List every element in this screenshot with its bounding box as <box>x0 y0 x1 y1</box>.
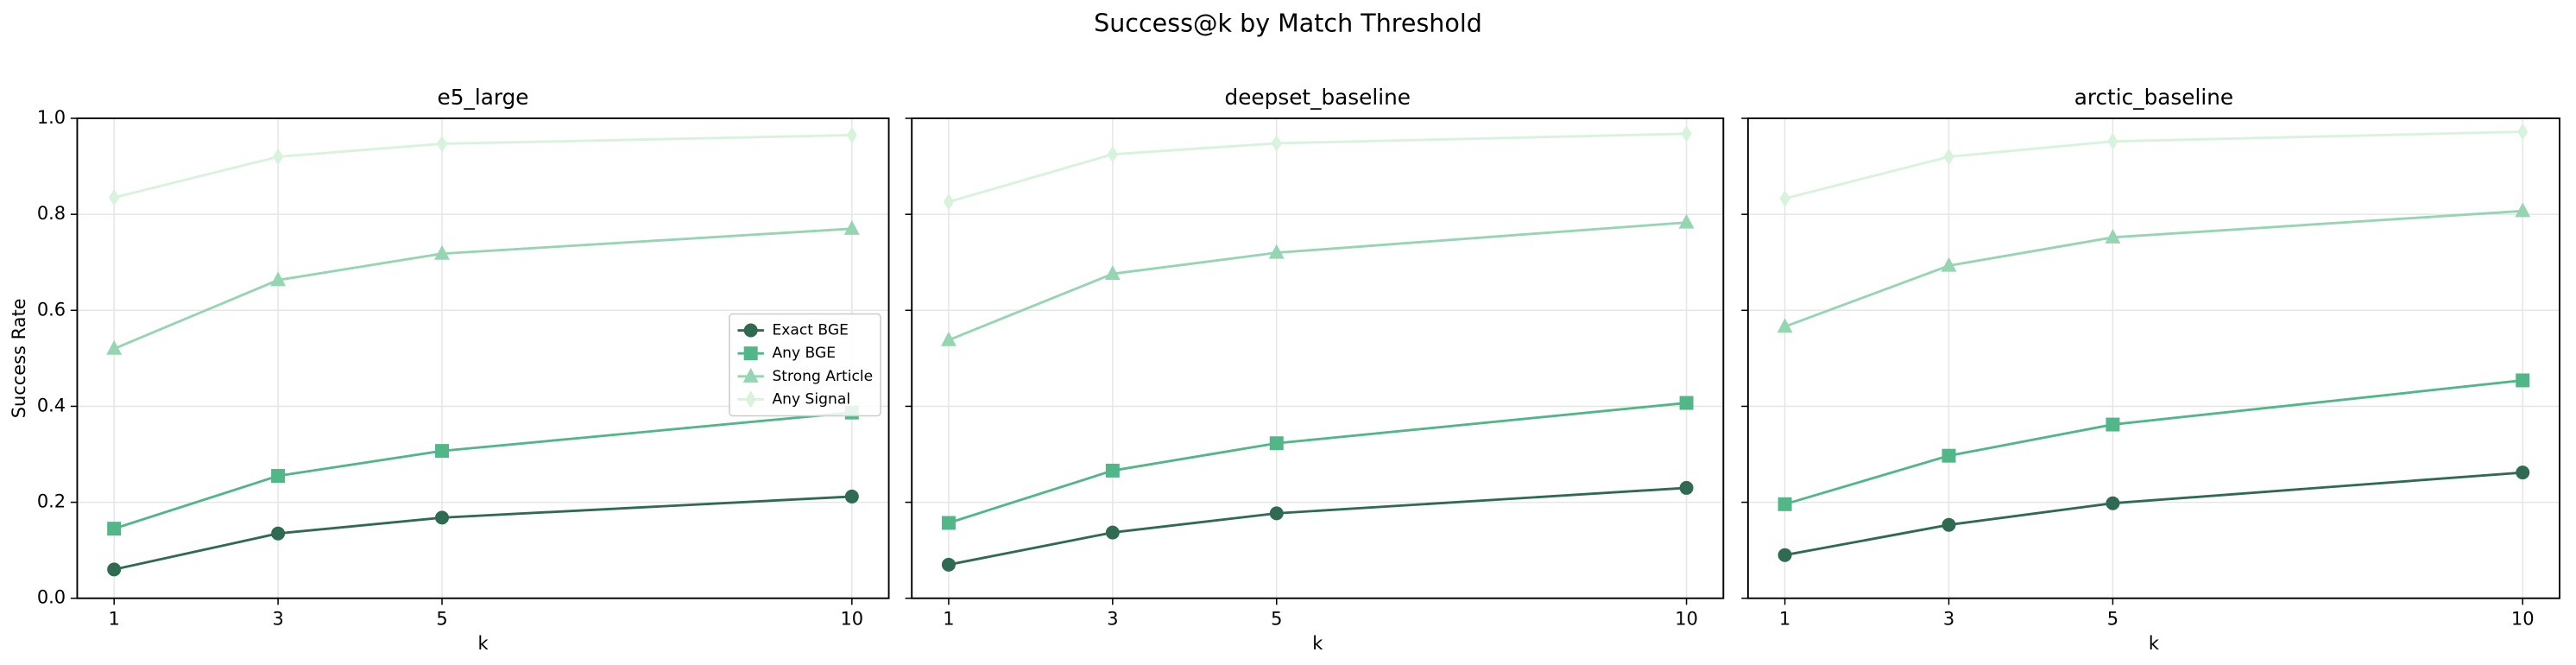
series-line <box>1784 379 2523 506</box>
y-tick-label: 0.4 <box>37 395 66 415</box>
marker <box>1678 213 1695 229</box>
marker <box>435 444 450 459</box>
legend-label: Any BGE <box>772 345 836 362</box>
series-line <box>1784 471 2523 557</box>
legend-label: Exact BGE <box>772 322 848 339</box>
marker <box>2106 417 2120 432</box>
marker <box>107 562 122 577</box>
marker <box>1681 124 1692 142</box>
marker <box>271 469 286 484</box>
marker <box>1269 436 1284 451</box>
panel-title: arctic_baseline <box>2074 85 2233 110</box>
marker <box>2515 202 2531 218</box>
marker <box>1777 548 1792 562</box>
legend-marker <box>742 367 759 383</box>
marker <box>1271 135 1282 152</box>
marker <box>2105 228 2121 244</box>
marker <box>2107 132 2118 150</box>
legend-label: Any Signal <box>772 390 850 408</box>
marker <box>2517 123 2529 141</box>
x-tick-label: 1 <box>109 608 120 629</box>
marker <box>843 219 860 235</box>
x-tick-label: 5 <box>436 608 447 629</box>
marker <box>1268 244 1285 259</box>
marker <box>271 526 286 541</box>
y-tick-label: 0.6 <box>37 299 66 320</box>
panel-title: deepset_baseline <box>1225 85 1411 110</box>
series-line <box>113 411 852 530</box>
y-axis-label: Success Rate <box>9 298 29 418</box>
marker <box>846 126 857 144</box>
x-tick-label: 3 <box>1943 608 1954 629</box>
series-line <box>113 134 852 200</box>
marker <box>436 135 448 153</box>
panel-title: e5_large <box>438 85 529 110</box>
x-tick-label: 1 <box>943 608 954 629</box>
marker <box>1105 463 1120 478</box>
marker <box>107 522 122 536</box>
marker <box>434 244 450 260</box>
figure-title: Success@k by Match Threshold <box>1094 10 1482 38</box>
marker <box>1104 265 1121 281</box>
x-tick-label: 5 <box>2107 608 2118 629</box>
x-tick-label: 5 <box>1271 608 1282 629</box>
marker <box>1941 517 1956 532</box>
marker <box>273 148 284 166</box>
marker <box>941 557 956 572</box>
marker <box>109 188 120 206</box>
x-tick-label: 1 <box>1779 608 1790 629</box>
marker <box>1777 497 1792 511</box>
series-line <box>1784 209 2523 328</box>
marker <box>1105 525 1120 540</box>
marker <box>1777 318 1793 333</box>
marker <box>2516 373 2530 388</box>
marker <box>1941 256 1957 272</box>
x-tick-label: 3 <box>272 608 283 629</box>
legend-marker <box>745 390 756 408</box>
marker <box>1943 148 1954 166</box>
series-line <box>1784 130 2523 200</box>
marker <box>2516 466 2530 480</box>
marker <box>941 516 956 530</box>
marker <box>435 510 450 525</box>
y-tick-label: 0.0 <box>37 587 66 608</box>
marker <box>1269 506 1284 521</box>
marker <box>270 271 287 287</box>
series-line <box>948 221 1687 342</box>
series-line <box>948 132 1687 204</box>
plot-frame <box>1746 117 2560 599</box>
marker <box>943 193 955 211</box>
marker <box>940 331 957 346</box>
x-tick-label: 10 <box>2511 608 2535 629</box>
y-tick-label: 1.0 <box>37 107 66 128</box>
legend-box <box>729 313 881 417</box>
x-axis-label: k <box>477 633 489 654</box>
series-line <box>113 227 852 351</box>
marker <box>1779 189 1790 207</box>
series-line <box>948 402 1687 524</box>
marker <box>106 339 123 355</box>
plot-frame <box>911 117 1725 599</box>
x-tick-label: 3 <box>1107 608 1118 629</box>
marker <box>1679 480 1694 495</box>
marker <box>1941 448 1956 463</box>
legend-marker <box>743 346 758 361</box>
plot-frame <box>76 117 890 599</box>
y-tick-label: 0.2 <box>37 491 66 512</box>
legend-marker <box>743 323 758 338</box>
marker <box>1107 145 1118 163</box>
legend-label: Strong Article <box>772 368 873 385</box>
series-line <box>113 495 852 571</box>
x-tick-label: 10 <box>841 608 864 629</box>
x-tick-label: 10 <box>1675 608 1698 629</box>
x-axis-label: k <box>2149 633 2160 654</box>
x-axis-label: k <box>1312 633 1323 654</box>
series-line <box>948 486 1687 567</box>
marker <box>1679 396 1694 410</box>
marker <box>2106 496 2120 510</box>
marker <box>844 489 859 504</box>
y-tick-label: 0.8 <box>37 203 66 224</box>
